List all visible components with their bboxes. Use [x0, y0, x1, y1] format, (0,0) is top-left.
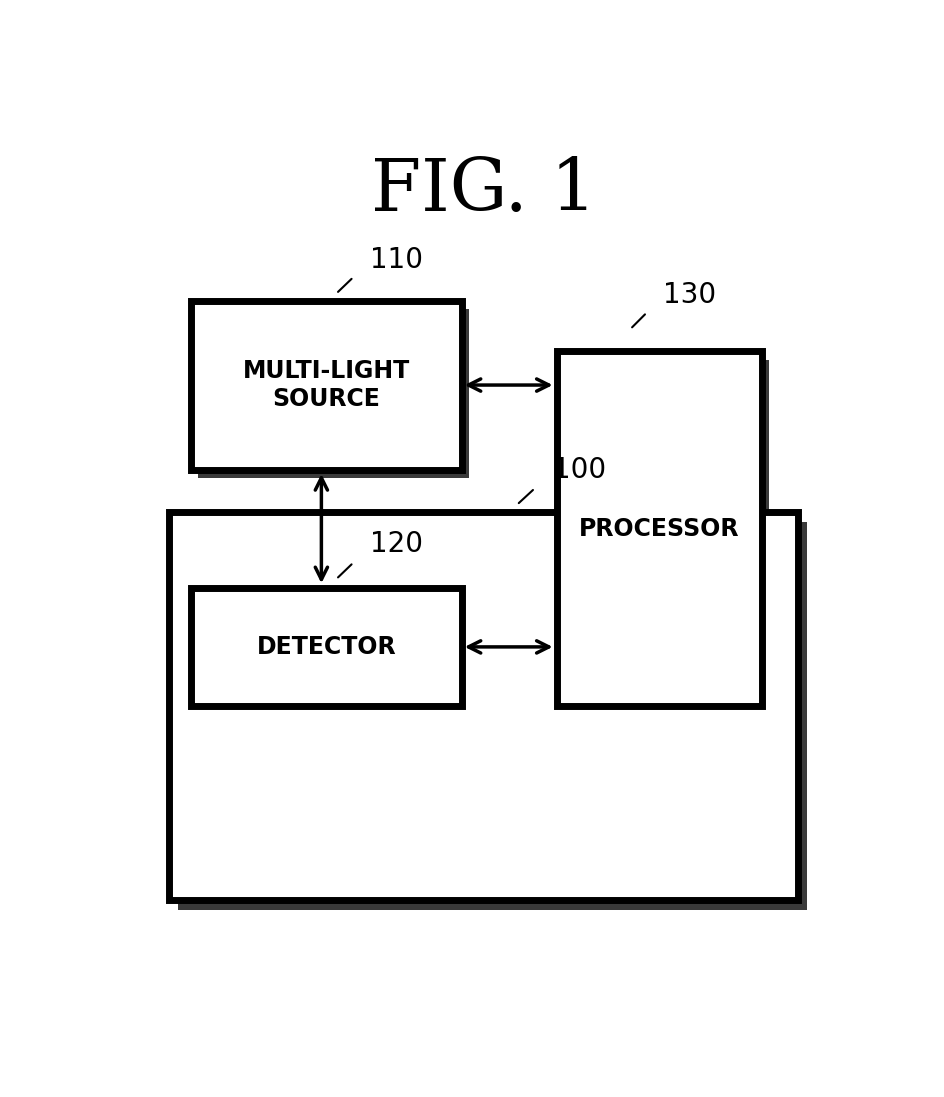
Polygon shape [191, 588, 462, 706]
Polygon shape [191, 301, 462, 470]
Text: 120: 120 [370, 530, 424, 558]
Text: FIG. 1: FIG. 1 [371, 156, 597, 226]
Text: 110: 110 [370, 246, 424, 273]
Text: PROCESSOR: PROCESSOR [579, 517, 740, 541]
Polygon shape [565, 360, 769, 714]
Polygon shape [169, 511, 799, 901]
Polygon shape [557, 351, 762, 706]
Text: 100: 100 [553, 456, 606, 484]
Polygon shape [198, 309, 469, 478]
Text: MULTI-LIGHT
SOURCE: MULTI-LIGHT SOURCE [243, 359, 410, 411]
Polygon shape [198, 596, 469, 714]
Polygon shape [178, 522, 807, 911]
Text: DETECTOR: DETECTOR [257, 635, 396, 659]
Text: 130: 130 [663, 281, 716, 309]
